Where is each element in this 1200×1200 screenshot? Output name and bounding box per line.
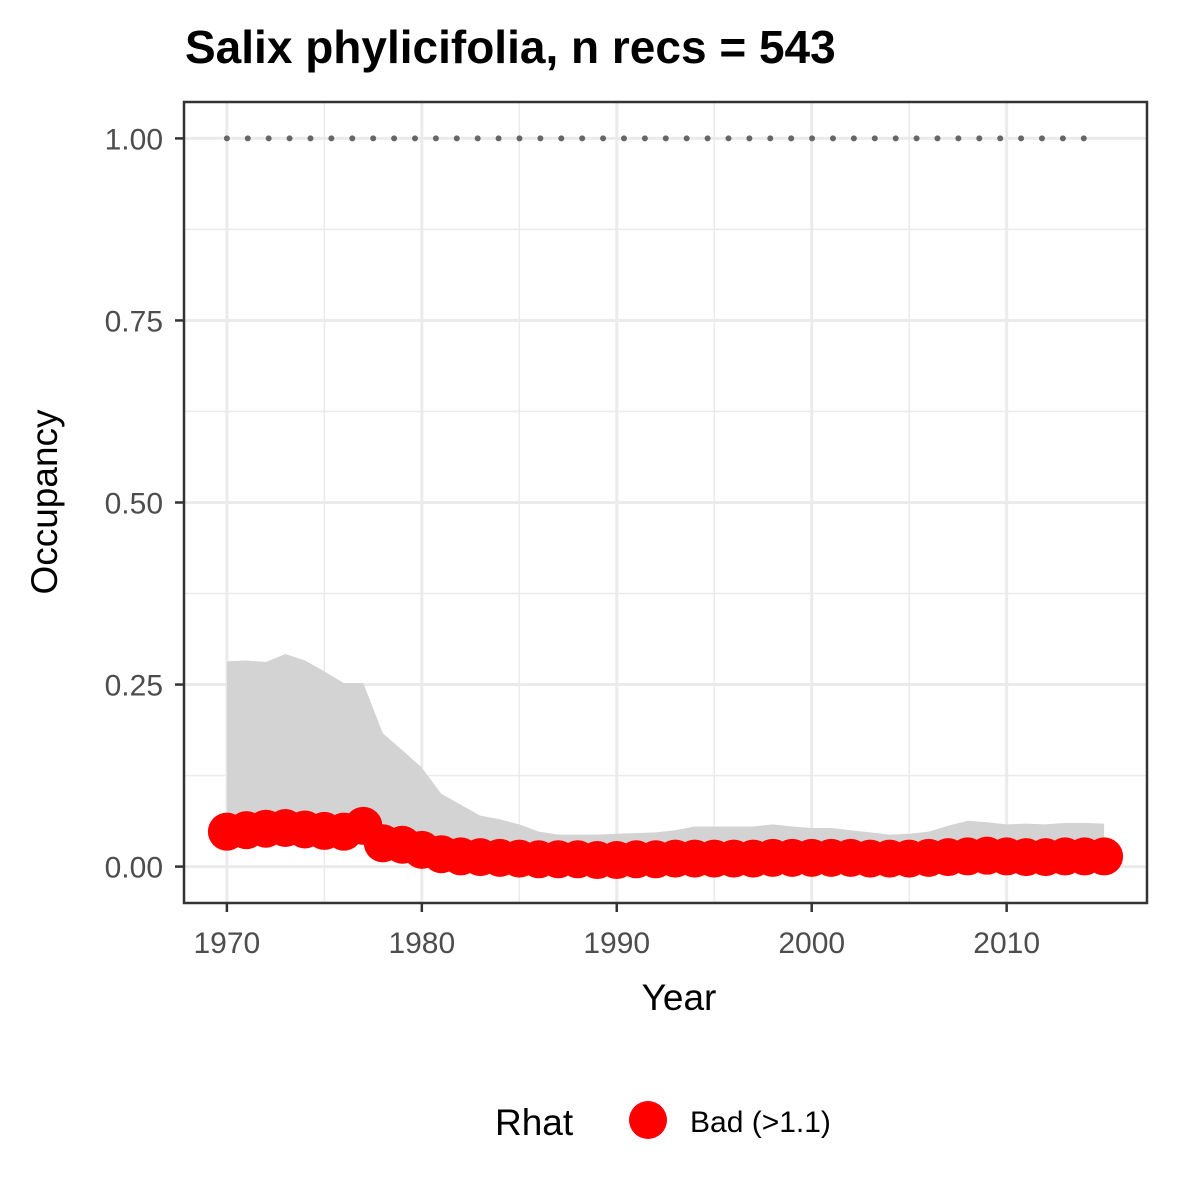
- data-point: [1085, 837, 1124, 876]
- plot-panel: [182, 100, 1149, 905]
- x-axis: 1970 1980 1990 2000 2010: [194, 903, 1040, 960]
- x-tick-label: 1980: [388, 927, 455, 960]
- y-tick-label: 0.75: [105, 305, 163, 338]
- legend-key-bad-rhat: [629, 1101, 667, 1139]
- x-tick-label: 1990: [583, 927, 650, 960]
- y-tick-label: 0.25: [105, 670, 163, 703]
- x-axis-title: Year: [642, 977, 717, 1018]
- y-tick-label: 0.00: [105, 852, 163, 885]
- y-tick-label: 0.50: [105, 488, 163, 521]
- legend-title: Rhat: [495, 1102, 574, 1143]
- y-axis: 0.00 0.25 0.50 0.75 1.00: [105, 123, 184, 885]
- y-tick-label: 1.00: [105, 123, 163, 156]
- credible-interval-ribbon: [226, 654, 1105, 865]
- x-tick-label: 2000: [778, 927, 845, 960]
- legend-label-bad-rhat: Bad (>1.1): [690, 1106, 831, 1139]
- x-tick-label: 2010: [973, 927, 1040, 960]
- y-axis-title: Occupancy: [24, 409, 65, 595]
- legend: Rhat Bad (>1.1): [495, 1101, 831, 1143]
- x-tick-label: 1970: [194, 927, 261, 960]
- chart-title: Salix phylicifolia, n recs = 543: [185, 21, 836, 73]
